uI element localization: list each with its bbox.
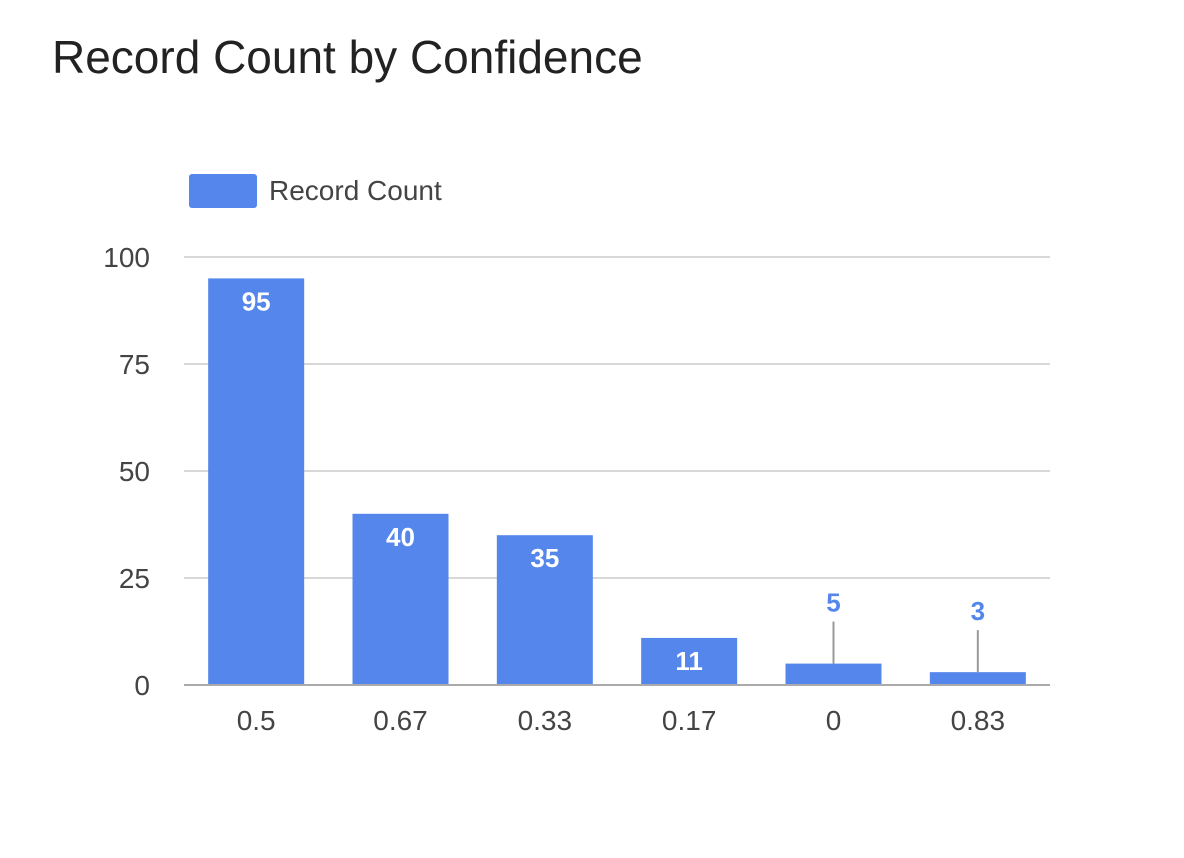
x-tick-label: 0.33 bbox=[518, 705, 573, 736]
y-tick-label: 50 bbox=[119, 456, 150, 487]
data-label: 95 bbox=[242, 286, 271, 316]
x-tick-label: 0.83 bbox=[951, 705, 1006, 736]
y-tick-label: 75 bbox=[119, 349, 150, 380]
chart-title: Record Count by Confidence bbox=[52, 31, 643, 83]
y-tick-label: 100 bbox=[103, 242, 150, 273]
data-label: 11 bbox=[675, 646, 703, 676]
legend-label: Record Count bbox=[269, 175, 442, 206]
data-label: 5 bbox=[826, 588, 840, 618]
data-label: 3 bbox=[971, 596, 985, 626]
bar bbox=[785, 663, 882, 685]
x-tick-label: 0 bbox=[826, 705, 842, 736]
data-label: 35 bbox=[530, 543, 559, 573]
bar bbox=[929, 672, 1026, 685]
legend-swatch bbox=[189, 174, 257, 208]
x-tick-label: 0.5 bbox=[237, 705, 276, 736]
y-tick-label: 25 bbox=[119, 563, 150, 594]
x-tick-label: 0.17 bbox=[662, 705, 717, 736]
bar bbox=[496, 535, 593, 685]
bar bbox=[352, 513, 449, 685]
legend: Record Count bbox=[189, 174, 442, 208]
bar bbox=[641, 637, 738, 685]
y-tick-label: 0 bbox=[134, 670, 150, 701]
bar bbox=[208, 278, 305, 685]
x-tick-label: 0.67 bbox=[373, 705, 428, 736]
data-label: 40 bbox=[386, 522, 415, 552]
